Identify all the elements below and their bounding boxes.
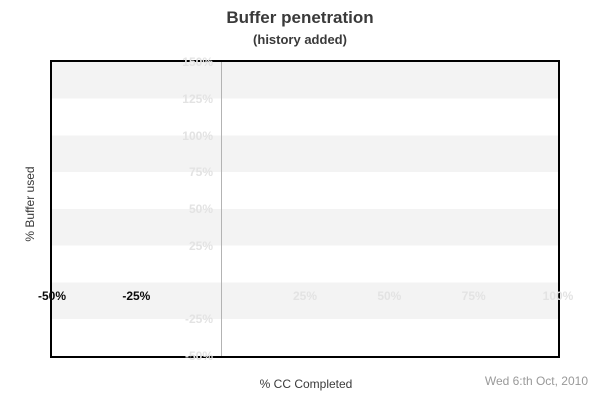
chart-title: Buffer penetration bbox=[226, 8, 374, 27]
x-tick-label: -25% bbox=[122, 289, 151, 303]
x-tick-label: -50% bbox=[37, 289, 67, 303]
x-tick-label: 100% bbox=[542, 289, 574, 303]
zero-gridline bbox=[220, 62, 222, 356]
x-tick-label: 50% bbox=[377, 289, 402, 303]
y-tick-label: 150% bbox=[182, 55, 213, 69]
y-tick-label: -50% bbox=[184, 349, 213, 363]
y-tick-label: -25% bbox=[184, 312, 213, 327]
y-tick-label: 25% bbox=[188, 238, 213, 253]
y-axis-title: % Buffer used bbox=[23, 166, 37, 242]
chart-header: Buffer penetration (history added) bbox=[0, 8, 600, 47]
x-axis-title: % CC Completed bbox=[259, 377, 353, 391]
y-tick-label: 75% bbox=[188, 165, 213, 180]
x-tick-label: 75% bbox=[461, 289, 486, 303]
y-tick-label: 125% bbox=[182, 91, 213, 106]
x-tick-label: 25% bbox=[292, 289, 318, 303]
plot-area: 150% 125% 100% 75% 50% 25% -25% -50% -50% -25% 25%… bbox=[38, 55, 573, 363]
chart-subtitle: (history added) bbox=[253, 32, 347, 48]
date-stamp: Wed 6:th Oct, 2010 bbox=[484, 374, 588, 388]
y-tick-label: 50% bbox=[188, 202, 213, 216]
y-tick-label: 100% bbox=[182, 128, 213, 143]
